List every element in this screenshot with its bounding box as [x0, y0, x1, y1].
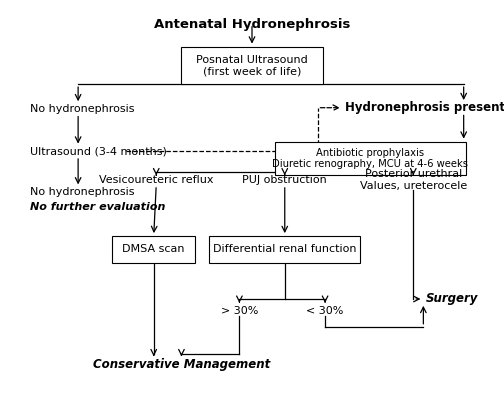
- Text: Posnatal Ultrasound
(first week of life): Posnatal Ultrasound (first week of life): [196, 55, 308, 76]
- Text: Antenatal Hydronephrosis: Antenatal Hydronephrosis: [154, 18, 350, 31]
- Text: Surgery: Surgery: [426, 293, 478, 305]
- FancyBboxPatch shape: [275, 142, 466, 175]
- Text: Conservative Management: Conservative Management: [93, 358, 270, 371]
- Text: Posterior urethral
Values, ureterocele: Posterior urethral Values, ureterocele: [360, 169, 467, 191]
- Text: No hydronephrosis: No hydronephrosis: [30, 187, 135, 197]
- Text: DMSA scan: DMSA scan: [122, 244, 185, 255]
- Text: < 30%: < 30%: [306, 306, 344, 316]
- Text: Antibiotic prophylaxis
Diuretic renography, MCU at 4-6 weeks: Antibiotic prophylaxis Diuretic renograp…: [273, 148, 468, 169]
- Text: Vesicoureteric reflux: Vesicoureteric reflux: [99, 175, 214, 185]
- FancyBboxPatch shape: [112, 236, 195, 263]
- Text: No hydronephrosis: No hydronephrosis: [30, 104, 135, 114]
- Text: > 30%: > 30%: [221, 306, 258, 316]
- Text: PUJ obstruction: PUJ obstruction: [242, 175, 327, 185]
- Text: No further evaluation: No further evaluation: [30, 202, 166, 212]
- Text: Hydronephrosis present: Hydronephrosis present: [345, 101, 504, 114]
- Text: Differential renal function: Differential renal function: [213, 244, 356, 255]
- FancyBboxPatch shape: [209, 236, 360, 263]
- Text: Ultrasound (3-4 months): Ultrasound (3-4 months): [30, 146, 167, 156]
- FancyBboxPatch shape: [181, 47, 323, 84]
